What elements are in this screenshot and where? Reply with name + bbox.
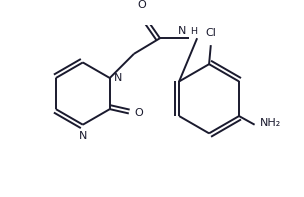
Text: O: O (137, 0, 146, 10)
Text: N: N (178, 26, 187, 36)
Text: Cl: Cl (206, 28, 216, 38)
Text: NH₂: NH₂ (260, 118, 281, 128)
Text: H: H (190, 27, 197, 36)
Text: N: N (114, 73, 123, 83)
Text: N: N (79, 131, 87, 141)
Text: O: O (134, 109, 143, 118)
